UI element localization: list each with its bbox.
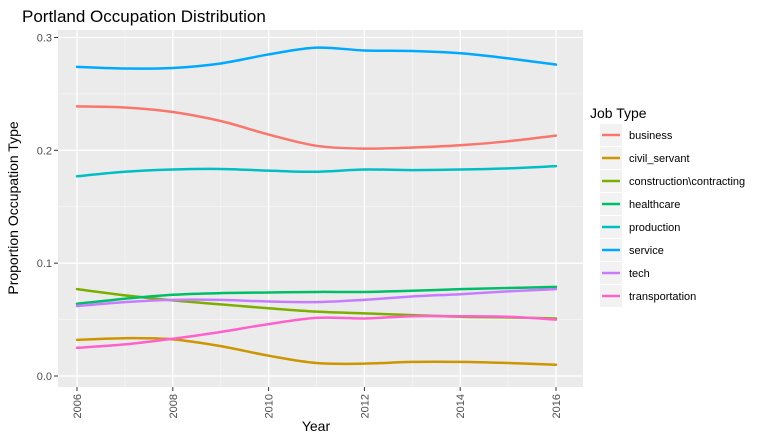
series-lines (75, 46, 558, 366)
x-tick-label: 2008 (168, 394, 180, 418)
legend-label-transportation: transportation (629, 291, 696, 303)
series-line-production (75, 164, 558, 178)
legend-label-business: business (629, 130, 673, 142)
legend-label-production: production (629, 222, 680, 234)
plot-background (58, 30, 583, 387)
series-line-healthcare (75, 285, 558, 306)
x-tick-label: 2006 (72, 394, 84, 418)
series-line-civil-servant (75, 336, 558, 366)
y-tick-label: 0.1 (37, 258, 52, 270)
chart-title: Portland Occupation Distribution (22, 7, 266, 26)
major-gridlines (58, 30, 583, 387)
y-tick-label: 0.2 (37, 145, 52, 157)
y-axis-ticks: 0.0 0.1 0.2 0.3 (37, 33, 58, 383)
x-tick-label: 2014 (455, 394, 467, 418)
x-axis-title: Year (302, 418, 331, 434)
x-tick-label: 2016 (551, 394, 563, 418)
legend-label-healthcare: healthcare (629, 199, 680, 211)
y-tick-label: 0.0 (37, 371, 52, 383)
series-line-transportation (75, 314, 558, 350)
legend-label-construction-contracting: construction\contracting (629, 176, 745, 188)
legend-items: business civil_servant construction\contra… (600, 124, 745, 307)
plot-panel (58, 30, 583, 387)
x-tick-label: 2012 (359, 394, 371, 418)
legend-label-service: service (629, 245, 664, 257)
minor-gridlines (58, 30, 583, 387)
series-line-service (75, 46, 558, 70)
legend-title: Job Type (590, 105, 647, 121)
y-axis-title: Proportion Occupation Type (5, 121, 21, 295)
legend-label-tech: tech (629, 268, 650, 280)
y-tick-label: 0.3 (37, 33, 52, 45)
series-line-business (75, 105, 558, 150)
series-line-tech (75, 287, 558, 308)
legend-label-civil-servant: civil_servant (629, 153, 690, 165)
x-tick-label: 2010 (264, 394, 276, 418)
legend: Job Type business civil_servant constructi… (590, 105, 745, 307)
x-axis-ticks: 2006 2008 2010 2012 2014 2016 (72, 387, 563, 418)
